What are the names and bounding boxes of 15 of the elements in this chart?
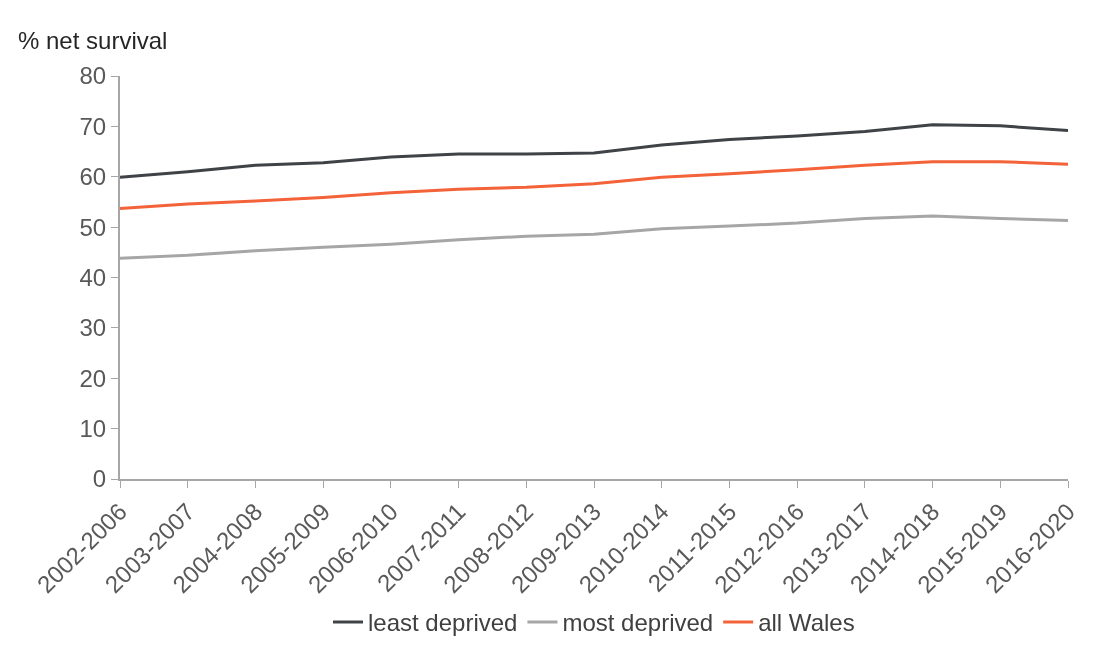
legend-label: least deprived xyxy=(368,609,518,637)
y-tick-label: 70 xyxy=(79,112,107,140)
line-series xyxy=(120,123,1068,179)
legend-label: all Wales xyxy=(758,609,855,637)
y-tick-label: 0 xyxy=(92,465,107,493)
y-tick-label: 60 xyxy=(79,163,107,191)
y-tick-label: 20 xyxy=(79,364,107,392)
line-series xyxy=(120,160,1068,210)
y-axis-title: % net survival xyxy=(18,27,168,54)
y-tick-label: 30 xyxy=(79,314,107,342)
y-tick-label: 10 xyxy=(79,415,107,443)
legend-label: most deprived xyxy=(562,609,714,637)
y-tick-label: 40 xyxy=(79,263,107,291)
y-tick-label: 50 xyxy=(79,213,107,241)
y-tick-label: 80 xyxy=(79,62,107,90)
